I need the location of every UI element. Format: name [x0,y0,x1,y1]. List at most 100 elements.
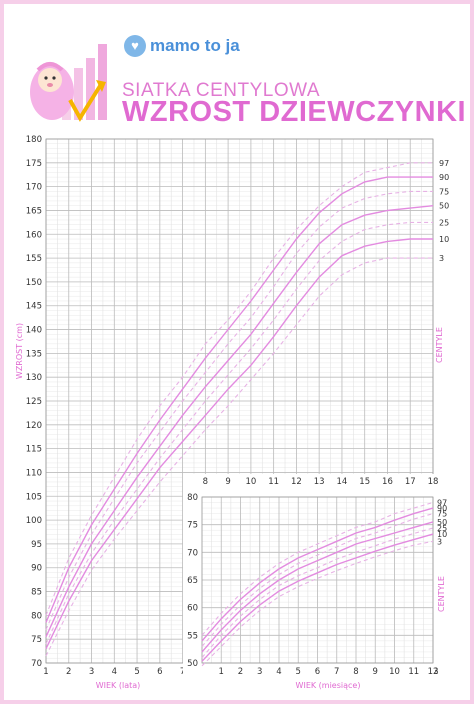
x-tick-label: 5 [134,667,139,677]
y-tick-label: 120 [26,421,42,431]
percentile-label: 90 [439,173,449,182]
x-tick-label: 6 [157,667,162,677]
page-subtitle: SIATKA CENTYLOWA [122,80,321,101]
brand[interactable]: ♥ mamo to ja [124,34,240,58]
percentile-label: 25 [439,218,449,227]
heart-hands-icon: ♥ [124,35,146,57]
y-tick-label: 85 [31,588,42,598]
x-tick-label: 16 [382,477,393,487]
x-axis-label: WIEK (miesiące) [296,681,361,690]
x-tick-label: 11 [408,667,419,677]
growth-arrow-icon [68,80,106,122]
x-tick-label: 3 [89,667,94,677]
y-tick-label: 60 [187,604,198,614]
x-axis-label: WIEK (lata) [96,681,141,690]
percentile-label: 25 [437,524,447,533]
y-tick-label: 140 [26,326,42,336]
y-tick-label: 65 [187,576,198,586]
percentile-label: 50 [437,518,447,527]
plot-frame [201,496,434,664]
x-tick-label: 5 [296,667,301,677]
percentile-label: 3 [439,254,444,263]
y-tick-label: 175 [26,159,42,169]
percentile-label: 90 [437,504,447,513]
x-tick-label: 2 [66,667,71,677]
y-tick-label: 80 [187,493,198,503]
x-tick-label: 1 [219,667,224,677]
percentile-label: 97 [439,159,449,168]
right-axis-label: CENTYLE [437,576,446,612]
x-tick-label: 8 [203,477,208,487]
y-tick-label: 115 [26,445,42,455]
y-tick-label: 165 [26,206,42,216]
main-chart: 7075808590951001051101151201251301351401… [15,135,449,690]
y-tick-label: 110 [26,468,42,478]
y-tick-label: 130 [26,373,42,383]
percentile-curve-97 [201,501,434,636]
y-tick-label: 150 [26,278,42,288]
x-tick-label: 14 [337,477,348,487]
page-title: WZROST DZIEWCZYNKI [122,96,467,128]
y-tick-label: 105 [26,492,42,502]
percentile-curve-97 [45,162,433,616]
percentile-curve-50 [45,205,434,638]
percentile-label: 75 [437,510,447,519]
percentile-label: 50 [439,202,449,211]
y-tick-label: 50 [187,659,198,669]
x-tick-label: 2 [238,667,243,677]
percentile-label: 75 [439,187,449,196]
y-axis-label: WZROST (cm) [15,323,24,379]
y-tick-label: 90 [31,564,42,574]
y-tick-label: 180 [26,135,42,145]
y-tick-label: 75 [31,635,42,645]
percentile-curve-3 [45,257,433,657]
right-axis-label: CENTYLE [435,327,444,363]
y-tick-label: 95 [31,540,42,550]
x-tick-label: 1 [43,667,48,677]
x-tick-label: 10 [245,477,256,487]
x-tick-label: 15 [359,477,370,487]
x-tick-label: 17 [405,477,416,487]
x-tick-label: 9 [373,667,378,677]
percentile-curve-75 [45,190,433,630]
y-tick-label: 170 [26,183,42,193]
y-tick-label: 155 [26,254,42,264]
x-tick-label: 18 [428,477,439,487]
x-tick-label: 7 [334,667,339,677]
percentile-curve-90 [201,507,434,642]
percentile-label: 97 [437,499,447,508]
x-tick-label: 8 [353,667,358,677]
x-tick-label: 3 [257,667,262,677]
x-tick-label: 4 [276,667,281,677]
y-tick-label: 75 [187,521,198,531]
x-tick-label: 10 [389,667,400,677]
percentile-label: 10 [437,530,447,539]
x-tick-label: 4 [112,667,117,677]
y-tick-label: 70 [187,548,198,558]
x-tick-label: 12 [428,667,439,677]
y-tick-label: 135 [26,349,42,359]
percentile-curve-90 [45,176,433,623]
x-tick-label: 13 [314,477,325,487]
percentile-curve-75 [201,513,434,647]
baby-icon [30,62,74,120]
y-tick-label: 55 [187,631,198,641]
y-tick-label: 145 [26,302,42,312]
x-tick-label: 7 [180,667,185,677]
percentile-label: 3 [437,537,442,546]
y-tick-label: 160 [26,230,42,240]
x-tick-label: 11 [268,477,279,487]
y-tick-label: 100 [26,516,42,526]
x-tick-label: 12 [291,477,302,487]
y-tick-label: 80 [31,611,42,621]
percentile-curve-25 [45,221,433,645]
percentile-label: 10 [439,235,449,244]
brand-name: mamo to ja [150,36,240,55]
y-tick-label: 125 [26,397,42,407]
percentile-curve-25 [201,527,434,658]
x-tick-label: 6 [315,667,320,677]
percentile-curve-10 [45,238,433,650]
